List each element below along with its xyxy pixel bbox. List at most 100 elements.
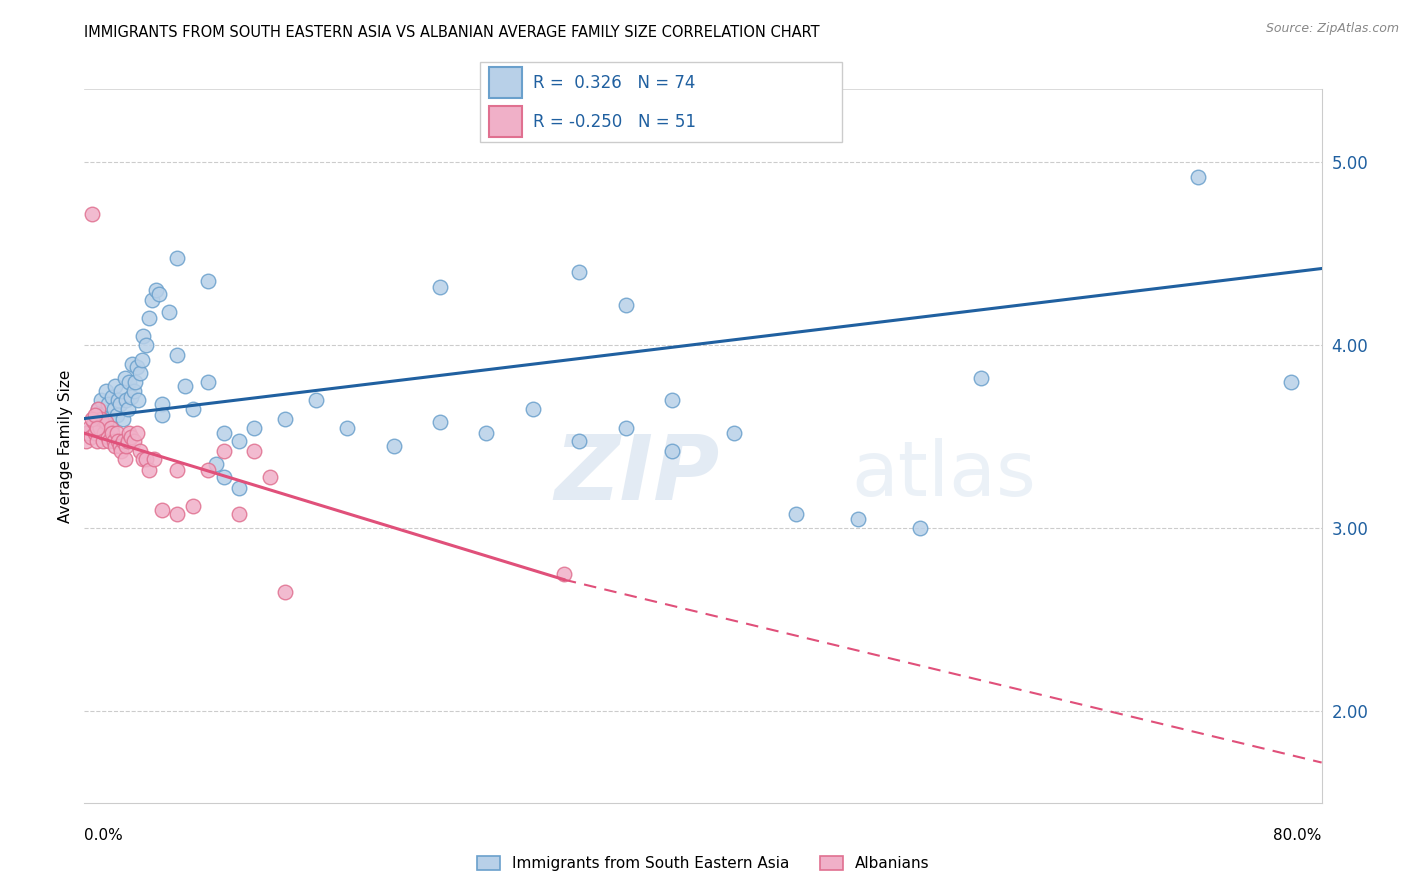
Point bbox=[75, 434, 97, 448]
Point bbox=[197, 274, 219, 288]
Point bbox=[107, 393, 129, 408]
Point bbox=[87, 402, 110, 417]
Point bbox=[212, 444, 235, 458]
Point bbox=[205, 458, 228, 472]
Point bbox=[197, 463, 219, 477]
Point bbox=[90, 393, 112, 408]
Point bbox=[132, 329, 155, 343]
Point bbox=[91, 408, 114, 422]
Point bbox=[181, 402, 204, 417]
Point bbox=[614, 298, 637, 312]
Point bbox=[89, 420, 111, 434]
Point bbox=[118, 426, 141, 441]
Point bbox=[110, 384, 132, 398]
Point bbox=[82, 411, 104, 425]
Point bbox=[970, 371, 993, 385]
Point bbox=[108, 397, 131, 411]
Point bbox=[117, 402, 139, 417]
Point bbox=[94, 415, 117, 429]
Point bbox=[661, 393, 683, 408]
Point bbox=[105, 426, 128, 441]
Point bbox=[197, 375, 219, 389]
Point bbox=[83, 415, 105, 429]
Point bbox=[125, 426, 148, 441]
Legend: Immigrants from South Eastern Asia, Albanians: Immigrants from South Eastern Asia, Alba… bbox=[471, 850, 935, 877]
Point bbox=[336, 420, 359, 434]
Point bbox=[135, 338, 157, 352]
Point bbox=[103, 402, 125, 417]
Point bbox=[159, 305, 180, 319]
Point bbox=[100, 420, 122, 434]
Point bbox=[122, 384, 145, 398]
Point bbox=[174, 378, 197, 392]
Point bbox=[1187, 169, 1209, 184]
Point bbox=[614, 420, 637, 434]
Point bbox=[132, 451, 155, 466]
Point bbox=[86, 420, 108, 434]
Point bbox=[846, 512, 869, 526]
Point bbox=[117, 434, 139, 448]
Point bbox=[568, 434, 591, 448]
Point bbox=[101, 426, 124, 441]
Point bbox=[522, 402, 544, 417]
Text: IMMIGRANTS FROM SOUTH EASTERN ASIA VS ALBANIAN AVERAGE FAMILY SIZE CORRELATION C: IMMIGRANTS FROM SOUTH EASTERN ASIA VS AL… bbox=[84, 25, 820, 40]
Point bbox=[127, 393, 149, 408]
Point bbox=[122, 434, 145, 448]
Point bbox=[382, 439, 405, 453]
Point bbox=[96, 430, 118, 444]
Point bbox=[166, 463, 188, 477]
Point bbox=[118, 375, 141, 389]
Point bbox=[125, 360, 148, 375]
Point bbox=[105, 408, 128, 422]
Point bbox=[98, 411, 121, 425]
Point bbox=[84, 408, 107, 422]
Point bbox=[1279, 375, 1302, 389]
Text: ZIP: ZIP bbox=[554, 431, 720, 518]
Point bbox=[135, 451, 157, 466]
Point bbox=[115, 393, 138, 408]
Point bbox=[166, 507, 188, 521]
Point bbox=[228, 481, 250, 495]
Point bbox=[86, 434, 108, 448]
Point bbox=[107, 434, 129, 448]
Point bbox=[77, 420, 100, 434]
Point bbox=[429, 415, 451, 429]
Y-axis label: Average Family Size: Average Family Size bbox=[58, 369, 73, 523]
Point bbox=[84, 426, 107, 441]
Point bbox=[259, 470, 281, 484]
Point bbox=[228, 507, 250, 521]
Text: 80.0%: 80.0% bbox=[1274, 828, 1322, 843]
Point bbox=[145, 284, 167, 298]
Point bbox=[568, 265, 591, 279]
Point bbox=[166, 347, 188, 361]
Point bbox=[87, 402, 110, 417]
Point bbox=[104, 378, 127, 392]
Point bbox=[115, 439, 138, 453]
Point bbox=[84, 411, 107, 425]
Point bbox=[212, 470, 235, 484]
Point bbox=[138, 463, 160, 477]
Point bbox=[101, 390, 124, 404]
Point bbox=[243, 420, 266, 434]
Point bbox=[96, 397, 118, 411]
Point bbox=[243, 444, 266, 458]
Point bbox=[110, 444, 132, 458]
Point bbox=[104, 439, 127, 453]
Point bbox=[120, 390, 142, 404]
FancyBboxPatch shape bbox=[489, 68, 522, 98]
Point bbox=[141, 293, 163, 307]
Point bbox=[228, 434, 250, 448]
Point bbox=[112, 411, 135, 425]
Point bbox=[553, 567, 575, 582]
Point bbox=[785, 507, 807, 521]
Point bbox=[124, 375, 146, 389]
Point bbox=[108, 439, 131, 453]
Point bbox=[121, 357, 143, 371]
Point bbox=[305, 393, 328, 408]
Point bbox=[103, 434, 125, 448]
Point bbox=[429, 280, 451, 294]
Point bbox=[120, 430, 142, 444]
Point bbox=[143, 451, 166, 466]
Text: R =  0.326   N = 74: R = 0.326 N = 74 bbox=[533, 74, 695, 92]
Point bbox=[94, 384, 117, 398]
